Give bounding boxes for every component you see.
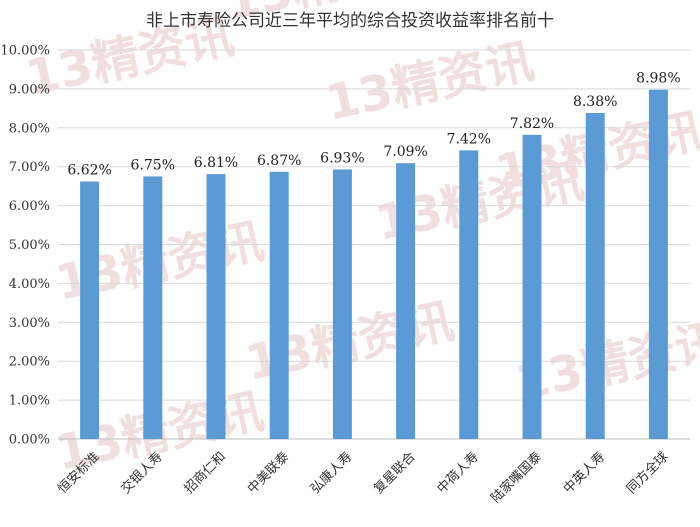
category-label: 同方全球 xyxy=(623,449,671,497)
data-label: 8.38% xyxy=(573,94,617,110)
bar-layer xyxy=(80,89,668,440)
data-label: 6.93% xyxy=(320,150,364,166)
bar xyxy=(585,113,605,439)
category-label: 陆家嘴国泰 xyxy=(488,449,545,506)
data-label: 8.98% xyxy=(636,71,680,87)
bar xyxy=(332,169,352,439)
watermark-text: 13精资讯 xyxy=(321,33,539,132)
grid-layer: 0.00% 1.00% 2.00% 3.00% 4.00% 5.00% 6.00% 7.00%… xyxy=(0,44,690,448)
y-tick-label: 4.00% xyxy=(9,277,50,292)
data-label: 6.87% xyxy=(257,153,301,169)
bar xyxy=(206,174,226,439)
bar xyxy=(396,163,416,439)
category-label: 弘康人寿 xyxy=(307,449,355,497)
bar xyxy=(269,171,289,439)
bar xyxy=(522,134,542,439)
y-tick-label: 8.00% xyxy=(9,121,50,136)
y-tick-label: 2.00% xyxy=(9,355,50,370)
chart-title: 非上市寿险公司近三年平均的综合投资收益率排名前十 xyxy=(146,11,554,31)
y-tick-label: 9.00% xyxy=(9,82,50,97)
data-label: 7.09% xyxy=(383,144,427,160)
y-tick-label: 5.00% xyxy=(9,238,50,253)
bar xyxy=(459,150,479,439)
y-tick-label: 0.00% xyxy=(9,433,50,448)
y-tick-label: 7.00% xyxy=(9,160,50,175)
category-label: 中美联泰 xyxy=(245,449,292,496)
category-label: 中荷人寿 xyxy=(434,449,481,496)
category-label: 复星联合 xyxy=(371,449,418,496)
data-label: 7.82% xyxy=(510,116,554,132)
category-label: 招商仁和 xyxy=(182,449,229,496)
bar xyxy=(648,89,668,439)
category-label: 中英人寿 xyxy=(561,449,608,496)
y-tick-label: 10.00% xyxy=(0,44,50,59)
bar xyxy=(143,176,163,440)
y-tick-label: 3.00% xyxy=(9,316,50,331)
y-tick-label: 1.00% xyxy=(9,394,50,409)
data-label: 6.62% xyxy=(67,162,111,178)
data-label: 6.81% xyxy=(194,155,238,171)
data-label: 6.75% xyxy=(131,157,175,173)
bar xyxy=(80,181,100,439)
y-tick-label: 6.00% xyxy=(9,199,50,214)
data-label: 7.42% xyxy=(447,131,491,147)
